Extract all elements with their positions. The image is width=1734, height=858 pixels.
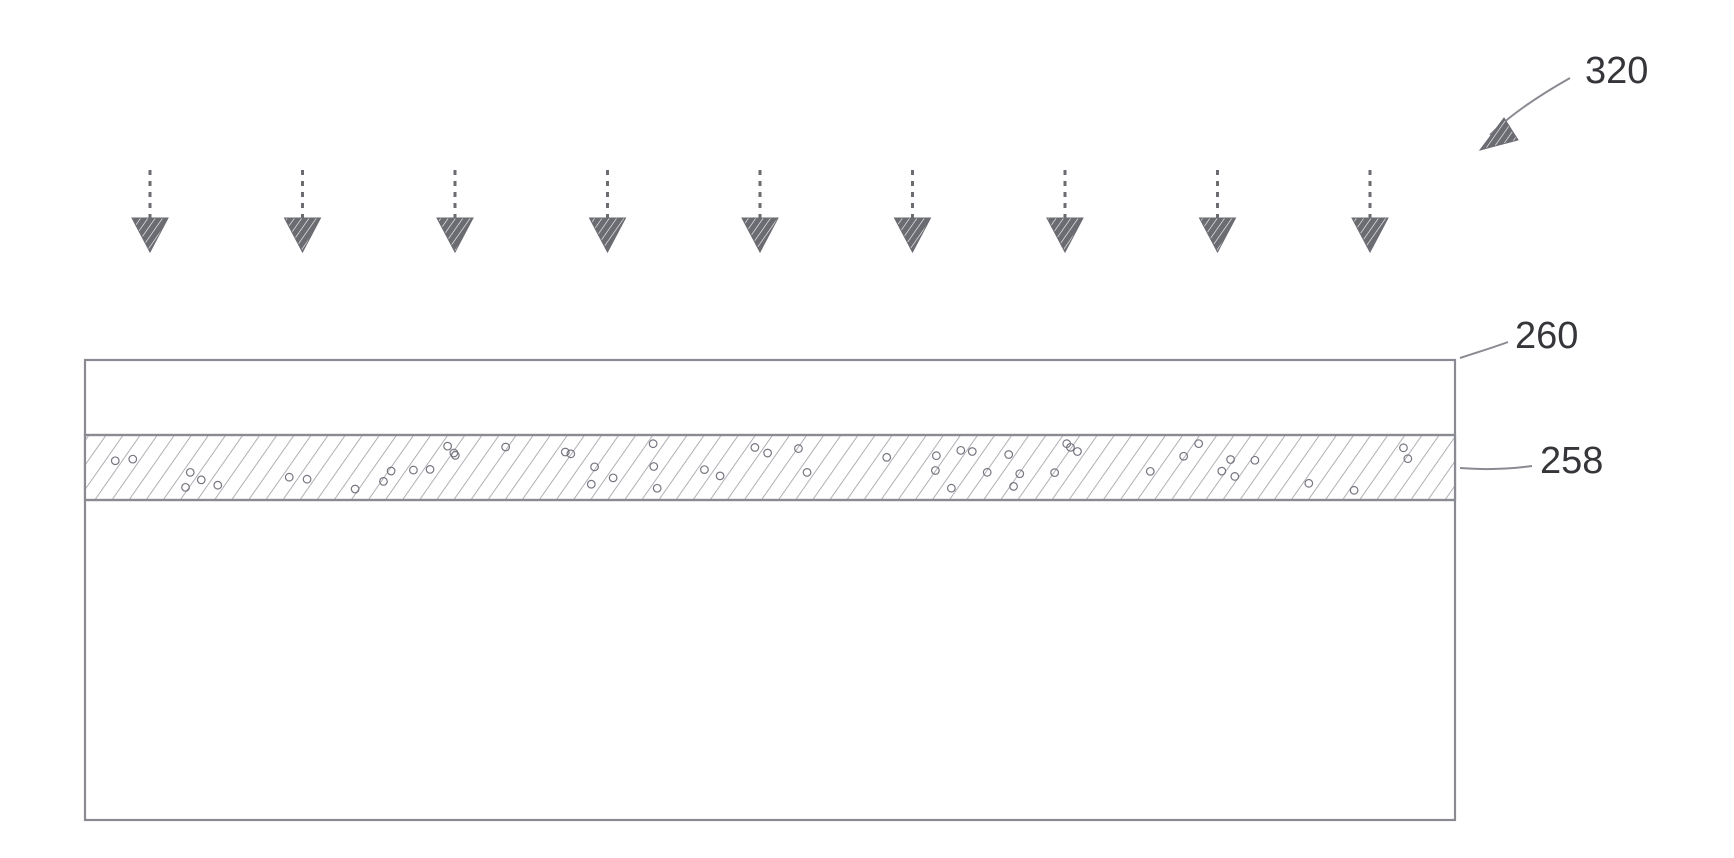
- leader-line: [1460, 342, 1508, 358]
- label-260: 260: [1515, 315, 1578, 358]
- implant-arrows: [132, 170, 1388, 252]
- label-320: 320: [1585, 50, 1648, 93]
- cross-section-outline: [85, 360, 1455, 820]
- leader-line: [1460, 466, 1532, 469]
- leader-arrowhead: [1480, 118, 1518, 150]
- layer-258: [85, 435, 1455, 500]
- label-258: 258: [1540, 440, 1603, 483]
